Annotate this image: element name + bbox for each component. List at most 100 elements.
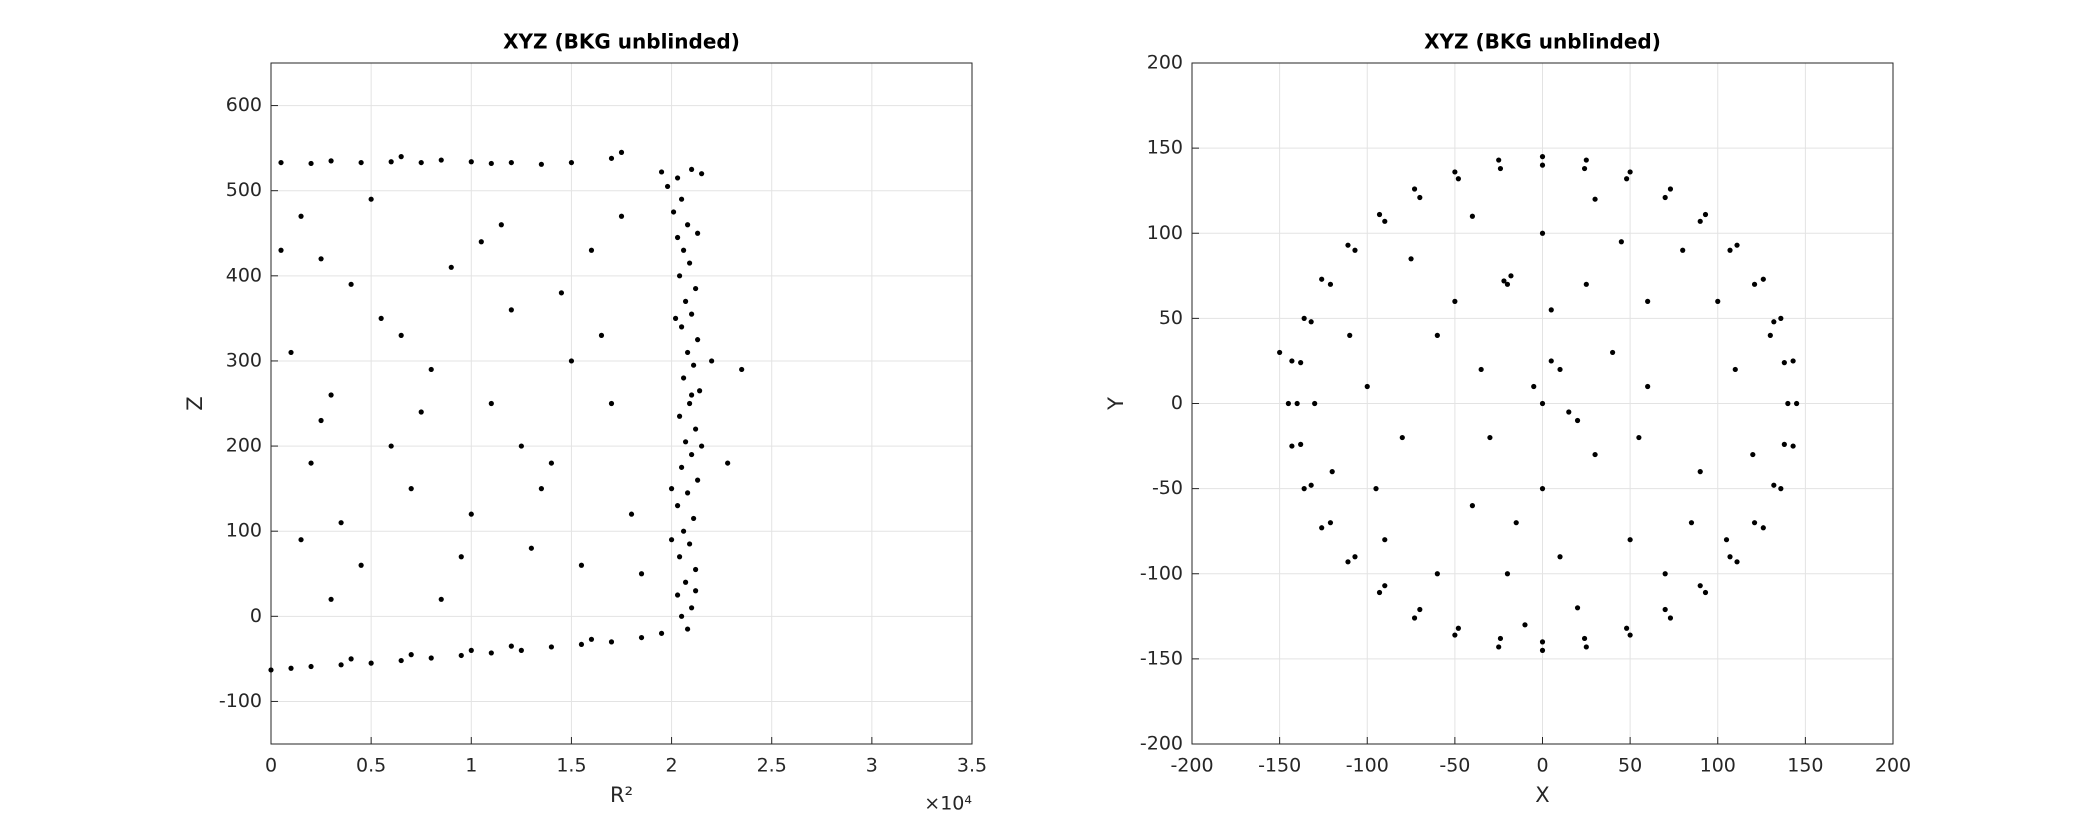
point xyxy=(1790,443,1796,449)
point xyxy=(1345,242,1351,248)
point xyxy=(1667,186,1674,192)
point xyxy=(1583,644,1589,650)
point xyxy=(1319,276,1325,282)
point xyxy=(408,652,414,658)
y-axis-label: Y xyxy=(1104,397,1128,411)
point xyxy=(1347,332,1353,338)
x-axis-label: X xyxy=(1535,783,1549,807)
point xyxy=(1308,482,1314,488)
point xyxy=(1750,451,1756,458)
point xyxy=(691,515,697,522)
point xyxy=(1539,647,1546,653)
point xyxy=(1794,400,1800,407)
point xyxy=(618,213,625,219)
point xyxy=(697,388,703,394)
point xyxy=(638,571,645,577)
point xyxy=(1574,605,1581,611)
point xyxy=(1771,482,1777,488)
point xyxy=(676,413,683,419)
point xyxy=(1301,486,1307,492)
point xyxy=(1592,196,1598,202)
point xyxy=(1539,639,1546,645)
point xyxy=(1760,276,1766,282)
point xyxy=(678,196,685,202)
x-tick-label: -50 xyxy=(1439,755,1470,777)
point xyxy=(1645,298,1651,304)
point xyxy=(1345,559,1351,565)
point xyxy=(538,161,544,167)
point xyxy=(695,477,701,483)
point xyxy=(1376,211,1383,218)
point xyxy=(538,486,544,492)
point xyxy=(1504,571,1511,577)
point xyxy=(478,239,484,245)
point xyxy=(448,264,454,270)
point xyxy=(1662,571,1668,577)
point xyxy=(1285,400,1291,407)
point xyxy=(558,290,565,296)
point xyxy=(668,486,675,492)
point xyxy=(1497,165,1504,172)
point xyxy=(1352,554,1358,560)
point xyxy=(1508,273,1514,279)
point xyxy=(308,663,314,670)
point xyxy=(1583,157,1589,163)
point xyxy=(1539,154,1546,160)
x-tick-label: -150 xyxy=(1258,755,1301,777)
point xyxy=(608,400,615,407)
point xyxy=(1627,632,1633,638)
x-tick-label: 100 xyxy=(1700,755,1736,777)
point xyxy=(680,528,687,534)
point xyxy=(588,247,595,253)
point xyxy=(658,630,665,636)
point xyxy=(668,537,675,543)
point xyxy=(328,392,334,398)
point xyxy=(568,358,575,364)
point xyxy=(508,159,514,166)
x-tick-label: -200 xyxy=(1170,755,1213,777)
point xyxy=(1557,554,1563,560)
point xyxy=(1771,319,1777,325)
point xyxy=(428,366,434,373)
point xyxy=(689,451,695,458)
point xyxy=(1715,298,1721,304)
point xyxy=(695,337,701,343)
point xyxy=(658,169,665,175)
point xyxy=(1751,520,1758,526)
point xyxy=(488,400,494,407)
point xyxy=(428,655,434,661)
x-tick-label: 3.5 xyxy=(957,755,987,777)
point xyxy=(1778,315,1784,321)
x-tick-label: 2 xyxy=(666,755,678,777)
point xyxy=(676,554,683,560)
point xyxy=(1781,441,1787,447)
x-tick-label: 0 xyxy=(265,755,277,777)
point xyxy=(1308,319,1314,325)
point xyxy=(468,647,474,653)
point xyxy=(398,332,404,338)
point xyxy=(598,332,605,338)
axes-box xyxy=(270,62,973,745)
point xyxy=(682,439,689,445)
point xyxy=(338,520,344,526)
point xyxy=(682,298,689,304)
point xyxy=(664,183,671,190)
point xyxy=(689,311,695,317)
point xyxy=(1624,176,1630,182)
point xyxy=(348,281,354,287)
point xyxy=(318,417,324,424)
point xyxy=(695,230,701,236)
point xyxy=(725,460,731,466)
point xyxy=(618,149,625,155)
point xyxy=(1680,247,1686,253)
point xyxy=(368,196,374,202)
point xyxy=(338,662,344,668)
chart-title: XYZ (BKG unblinded) xyxy=(503,30,740,54)
point xyxy=(1785,400,1791,407)
point xyxy=(674,175,681,181)
point xyxy=(672,315,679,321)
point xyxy=(388,443,394,449)
plot-area xyxy=(271,63,972,744)
point xyxy=(1399,434,1405,441)
point xyxy=(1298,360,1304,366)
